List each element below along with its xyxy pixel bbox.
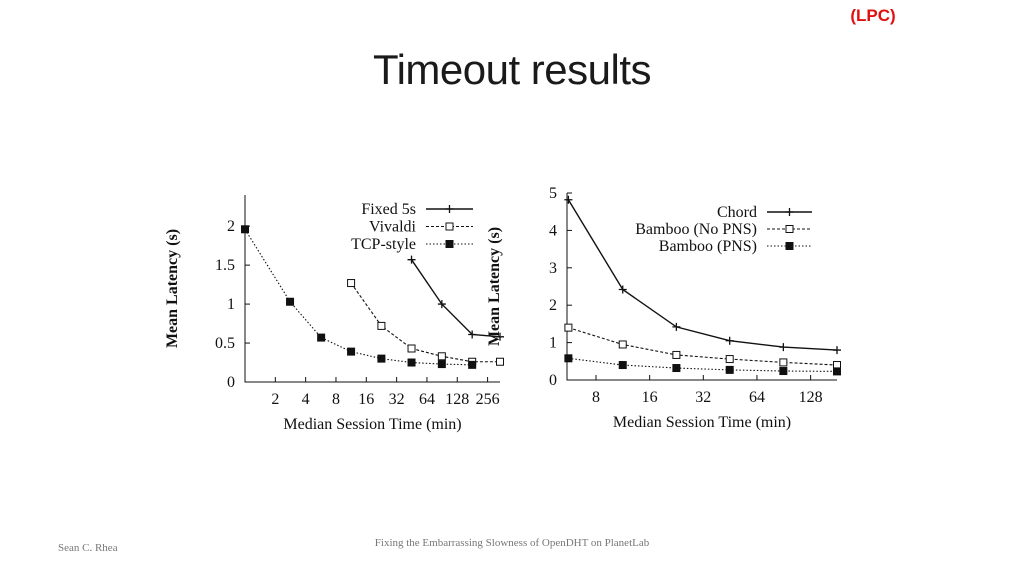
data-point	[672, 322, 681, 331]
y-tick-label: 2	[227, 218, 235, 235]
data-point	[618, 340, 627, 349]
data-point	[833, 367, 841, 376]
lpc-tag: (LPC)	[850, 6, 896, 25]
data-point	[725, 336, 734, 345]
footer-talk-title: Fixing the Embarrassing Slowness of Open…	[374, 537, 650, 549]
data-point	[377, 321, 386, 330]
data-point	[564, 195, 573, 204]
y-tick-label: 1.5	[215, 257, 235, 274]
y-tick-label: 2	[549, 297, 557, 314]
legend-marker	[785, 225, 794, 233]
data-point	[347, 279, 356, 288]
legend-label: Fixed 5s	[361, 201, 416, 218]
y-tick-label: 0	[549, 372, 557, 389]
y-tick-label: 0	[227, 374, 235, 391]
x-tick-label: 32	[695, 389, 711, 406]
data-point	[286, 297, 295, 306]
data-point	[779, 358, 788, 367]
x-tick-label: 2	[271, 391, 279, 408]
data-point	[725, 365, 734, 374]
data-point	[618, 361, 627, 370]
y-tick-label: 3	[549, 260, 557, 277]
legend-marker	[445, 222, 454, 231]
data-point	[241, 225, 249, 234]
y-tick-label: 4	[549, 222, 557, 239]
x-tick-label: 128	[799, 389, 823, 406]
data-point	[496, 357, 504, 366]
x-tick-label: 16	[642, 389, 658, 406]
y-tick-label: 1	[227, 296, 235, 313]
x-axis-label: Median Session Time (min)	[283, 416, 461, 433]
data-point	[377, 354, 386, 363]
x-tick-label: 8	[592, 389, 600, 406]
y-axis-label: Mean Latency (s)	[486, 227, 503, 346]
y-tick-label: 0.5	[215, 335, 235, 352]
data-point	[779, 367, 788, 376]
data-point	[437, 352, 446, 361]
data-point	[347, 347, 356, 356]
data-point	[672, 350, 681, 359]
legend-label: Bamboo (PNS)	[659, 238, 757, 255]
data-point	[496, 332, 504, 341]
x-tick-label: 32	[389, 391, 405, 408]
y-axis-label: Mean Latency (s)	[164, 229, 181, 348]
series-line	[567, 199, 838, 351]
x-tick-label: 128	[445, 391, 469, 408]
series-line	[350, 282, 500, 363]
series-line	[568, 327, 838, 366]
x-tick-label: 256	[476, 391, 500, 408]
data-point	[725, 355, 734, 364]
x-tick-label: 64	[419, 391, 435, 408]
series-line	[410, 259, 501, 338]
data-point	[468, 330, 477, 339]
footer-author: Sean C. Rhea	[58, 542, 118, 554]
x-tick-label: 16	[358, 391, 374, 408]
data-point	[672, 364, 681, 373]
legend-label: TCP-style	[351, 236, 416, 253]
y-tick-label: 5	[549, 185, 557, 202]
data-point	[407, 344, 416, 353]
data-point	[564, 354, 573, 363]
legend-marker	[785, 242, 794, 250]
data-point	[437, 360, 446, 369]
x-axis-label: Median Session Time (min)	[613, 414, 791, 431]
x-tick-label: 4	[302, 391, 310, 408]
legend-marker	[445, 240, 454, 248]
data-point	[407, 358, 416, 367]
legend-marker	[445, 205, 454, 213]
data-point	[468, 360, 477, 369]
series-line	[568, 357, 838, 372]
data-point	[833, 346, 841, 355]
data-point	[564, 323, 573, 332]
series-line	[244, 228, 473, 366]
x-tick-label: 8	[332, 391, 340, 408]
y-tick-label: 1	[549, 335, 557, 352]
data-point	[407, 255, 416, 264]
data-point	[437, 300, 446, 309]
data-point	[618, 285, 627, 294]
legend-label: Chord	[717, 204, 757, 221]
data-point	[317, 333, 326, 342]
legend-label: Vivaldi	[369, 219, 417, 236]
data-point	[779, 343, 788, 352]
x-tick-label: 64	[749, 389, 765, 406]
legend-marker	[785, 208, 794, 216]
legend-label: Bamboo (No PNS)	[635, 221, 757, 238]
slide-title: Timeout results	[372, 46, 652, 93]
